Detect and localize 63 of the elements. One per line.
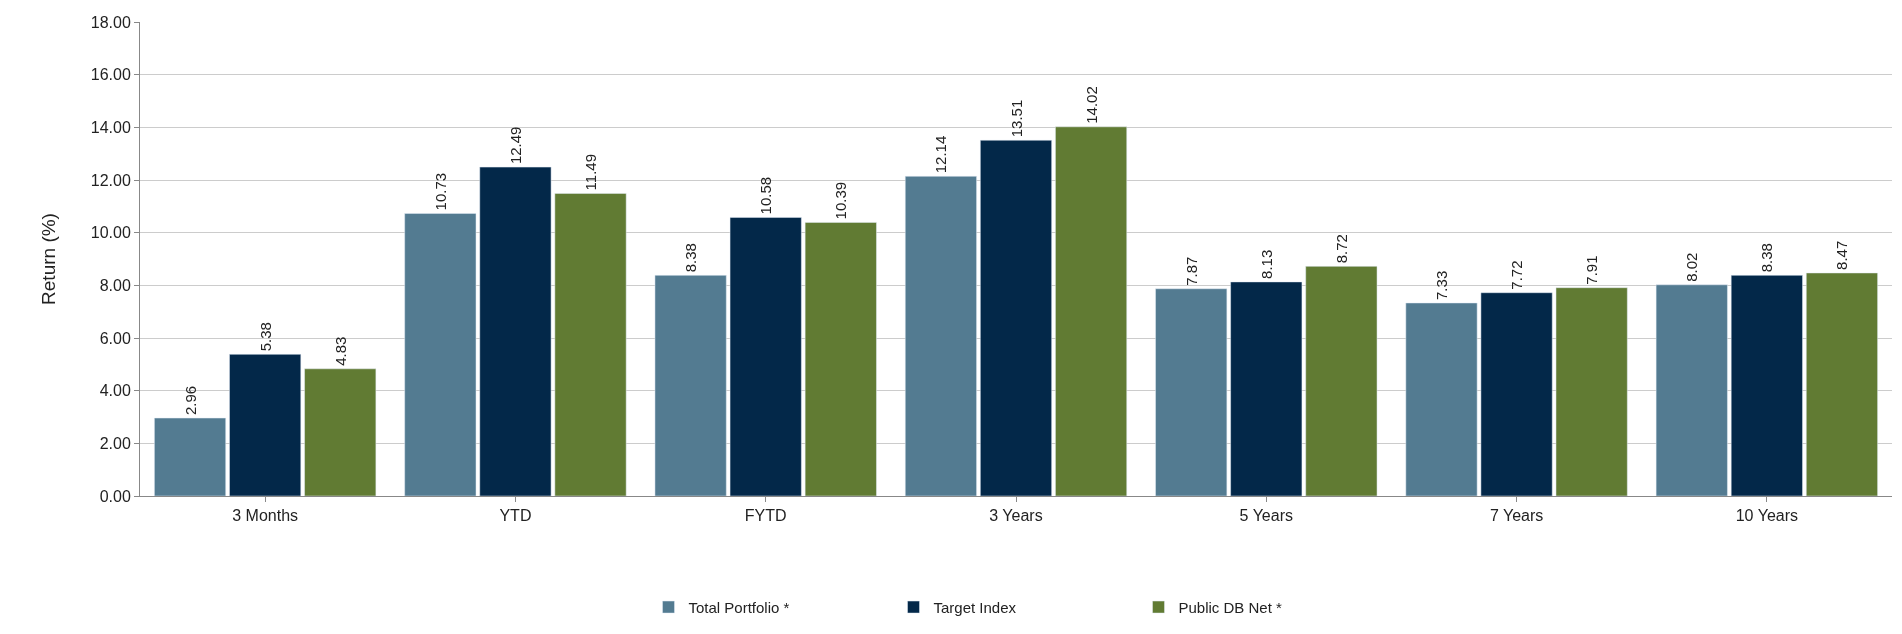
- data-label: 7.33: [1432, 270, 1450, 300]
- x-tick-label: 7 Years: [1489, 507, 1544, 525]
- y-tick-label: 8.00: [99, 276, 131, 294]
- data-label: 4.83: [331, 336, 349, 366]
- x-tick-label: FYTD: [744, 507, 787, 525]
- x-tick-label: 5 Years: [1239, 507, 1293, 525]
- bar: [1555, 287, 1628, 496]
- legend-label: Total Portfolio *: [688, 598, 790, 616]
- bar: [304, 368, 377, 496]
- x-tick-label: 3 Months: [232, 507, 299, 525]
- data-label: 11.49: [582, 153, 600, 191]
- bar: [1655, 284, 1728, 496]
- legend-label: Public DB Net *: [1178, 598, 1283, 616]
- y-tick-label: 4.00: [99, 382, 131, 400]
- bar: [804, 222, 877, 496]
- data-label: 10.39: [832, 181, 850, 220]
- y-tick-label: 18.00: [90, 13, 131, 31]
- bar: [404, 213, 477, 496]
- bar: [1480, 292, 1553, 496]
- legend-label: Target Index: [933, 598, 1017, 616]
- data-label: 12.14: [932, 135, 950, 174]
- data-label: 8.02: [1683, 252, 1701, 282]
- bar: [154, 417, 226, 496]
- data-label: 12.49: [506, 126, 524, 165]
- data-label: 2.96: [181, 385, 199, 416]
- data-label: 14.02: [1082, 86, 1100, 124]
- data-label: 10.73: [431, 172, 449, 211]
- bar: [1806, 272, 1878, 496]
- data-label: 10.58: [757, 176, 775, 215]
- data-label: 5.38: [256, 322, 274, 352]
- y-tick-label: 16.00: [90, 66, 131, 84]
- bar: [654, 275, 727, 496]
- bar: [1305, 266, 1378, 496]
- y-tick-label: 14.00: [90, 118, 131, 136]
- bar: [1405, 302, 1478, 496]
- data-label: 8.72: [1332, 234, 1350, 264]
- bar: [1230, 281, 1303, 496]
- bar: [729, 217, 802, 496]
- y-tick-label: 6.00: [99, 329, 131, 347]
- bar: [1055, 126, 1127, 496]
- data-label: 7.91: [1583, 255, 1601, 285]
- x-tick-label: 10 Years: [1735, 507, 1798, 525]
- y-tick-label: 0.00: [99, 487, 131, 505]
- bar: [479, 166, 552, 496]
- y-tick-label: 10.00: [90, 224, 131, 242]
- data-label: 8.38: [1758, 243, 1776, 273]
- bar: [554, 193, 627, 496]
- bar: [1155, 288, 1228, 496]
- data-label: 8.38: [682, 243, 700, 273]
- y-tick-label: 12.00: [90, 171, 131, 189]
- bar: [905, 176, 977, 496]
- data-label: 13.51: [1007, 99, 1025, 138]
- data-label: 8.47: [1833, 240, 1851, 270]
- bar: [1730, 275, 1803, 496]
- bar: [229, 354, 302, 496]
- y-axis-title: Return (%): [37, 213, 59, 305]
- data-label: 8.13: [1257, 249, 1275, 279]
- x-tick-label: 3 Years: [989, 507, 1043, 525]
- data-label: 7.72: [1508, 260, 1526, 290]
- bar: [980, 139, 1052, 496]
- x-tick-label: YTD: [499, 507, 532, 525]
- data-label: 7.87: [1182, 256, 1200, 286]
- y-tick-label: 2.00: [99, 434, 131, 452]
